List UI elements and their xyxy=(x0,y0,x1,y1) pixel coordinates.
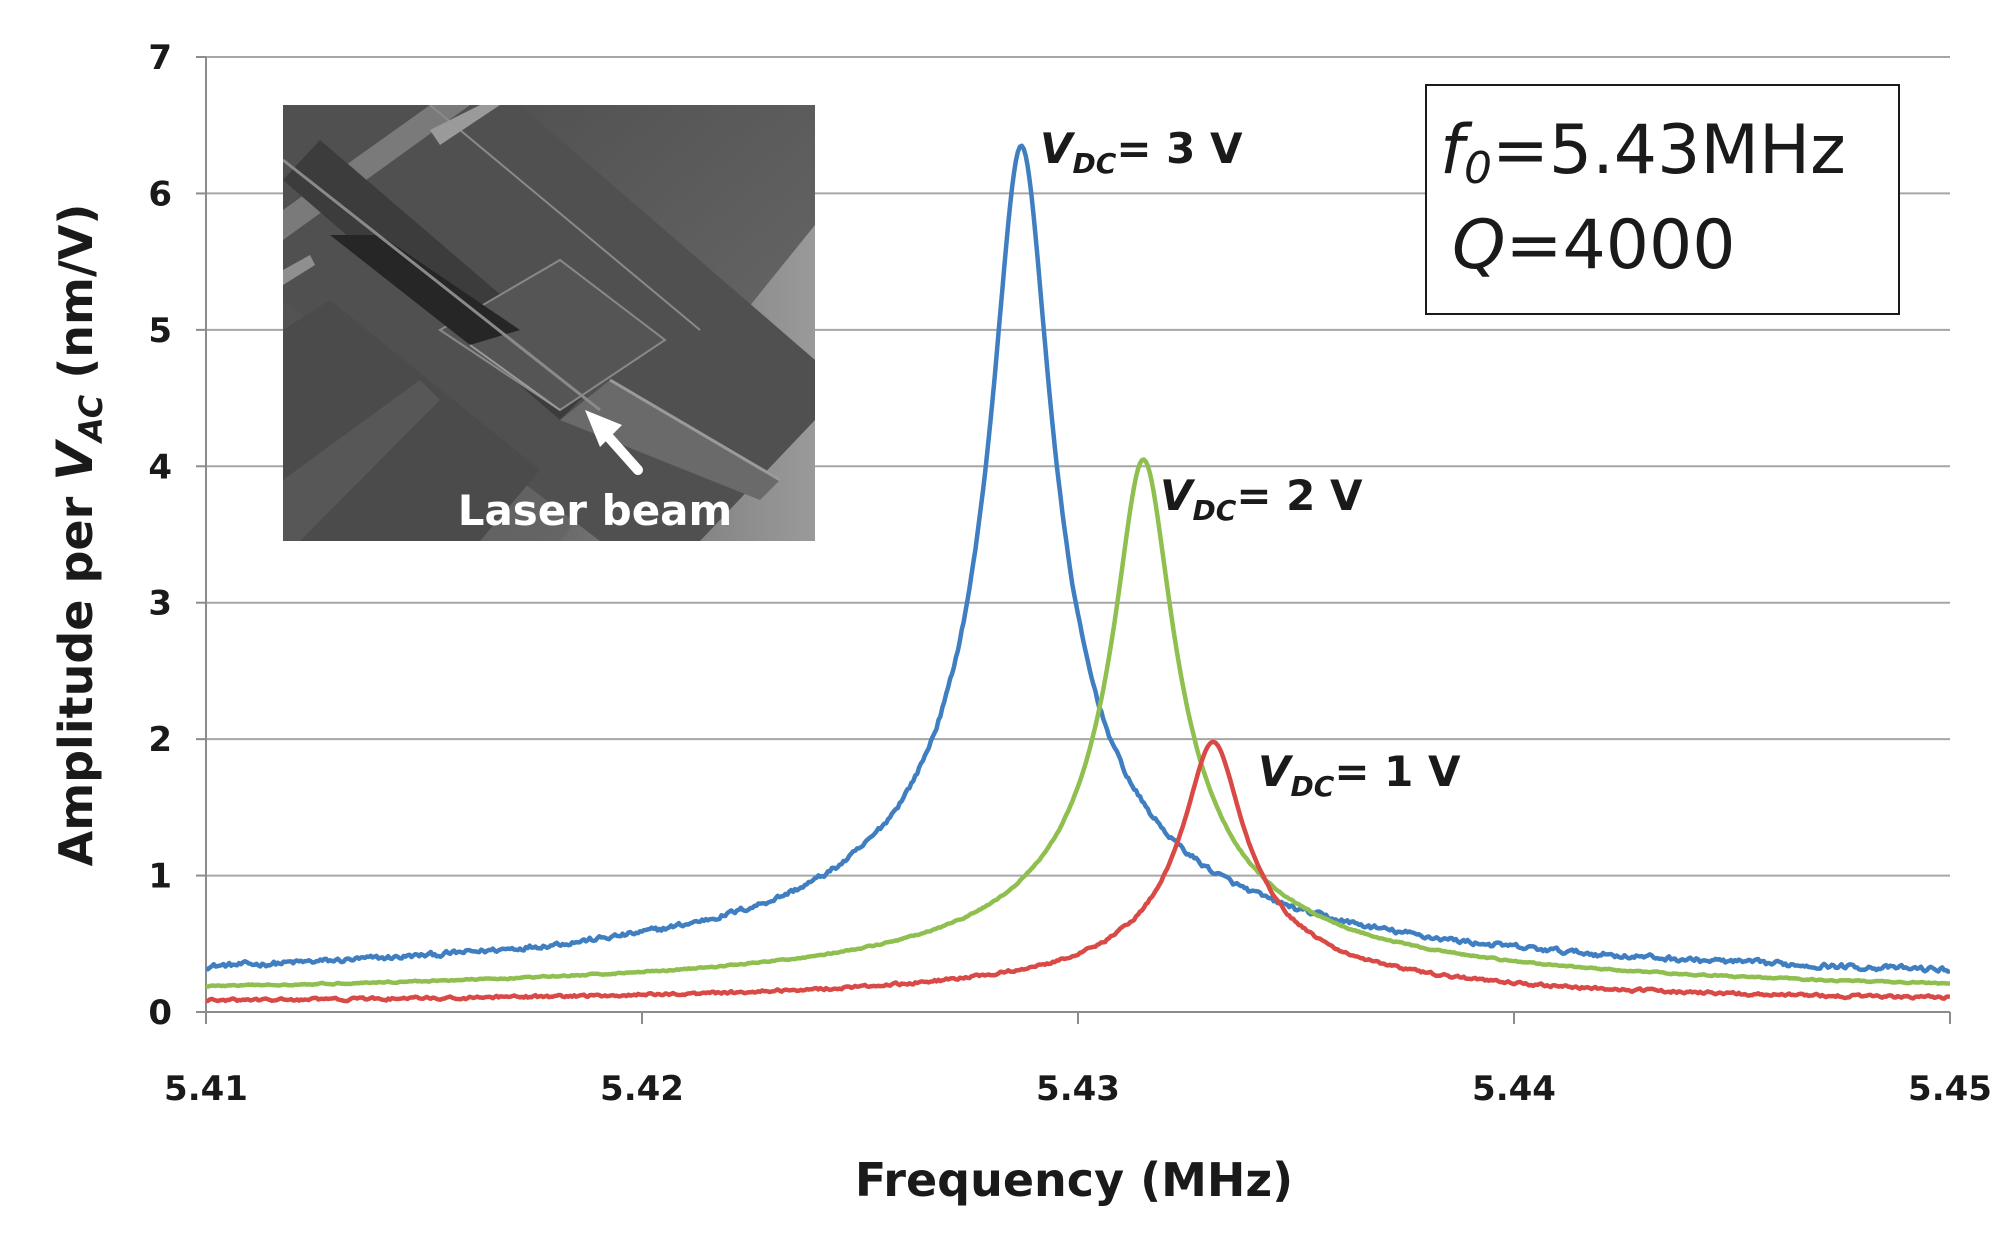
y-tick-label-4: 4 xyxy=(148,447,172,487)
sem-inset-image xyxy=(283,105,815,541)
param-f0: f0=5.43MHz xyxy=(1440,111,1846,194)
inset-caption: Laser beam xyxy=(458,486,733,535)
y-axis-title: Amplitude per VAC (nm/V) xyxy=(46,204,110,867)
series-line-1 xyxy=(206,457,1950,989)
laser-arrow-icon xyxy=(585,410,643,475)
y-tick-label-6: 6 xyxy=(148,174,172,214)
y-tick-label-3: 3 xyxy=(148,584,172,624)
series-line-2 xyxy=(206,739,1950,1004)
x-axis-title: Frequency (MHz) xyxy=(855,1153,1293,1207)
series-line-0 xyxy=(206,143,1950,974)
y-tick-label-5: 5 xyxy=(148,311,172,351)
x-tick-label-0: 5.41 xyxy=(164,1069,248,1109)
series-label-1v: VDC= 1 V xyxy=(1258,747,1461,803)
y-tick-label-2: 2 xyxy=(148,720,172,760)
x-tick-label-3: 5.44 xyxy=(1472,1069,1556,1109)
x-tick-label-1: 5.42 xyxy=(600,1069,684,1109)
series-label-3v: VDC= 3 V xyxy=(1040,124,1243,180)
param-q: Q=4000 xyxy=(1452,206,1736,285)
y-tick-label-7: 7 xyxy=(148,38,172,78)
series-lines xyxy=(206,143,1950,1004)
x-tick-labels: 5.41 5.42 5.43 5.44 5.45 xyxy=(164,1012,1992,1109)
series-label-2v: VDC= 2 V xyxy=(1160,471,1363,527)
params-box xyxy=(1425,84,1900,315)
x-tick-label-4: 5.45 xyxy=(1908,1069,1992,1109)
x-tick-label-2: 5.43 xyxy=(1036,1069,1120,1109)
y-tick-labels: 0 1 2 3 4 5 6 7 xyxy=(148,38,172,1033)
y-tick-label-0: 0 xyxy=(148,993,172,1033)
y-tick-label-1: 1 xyxy=(148,857,172,897)
